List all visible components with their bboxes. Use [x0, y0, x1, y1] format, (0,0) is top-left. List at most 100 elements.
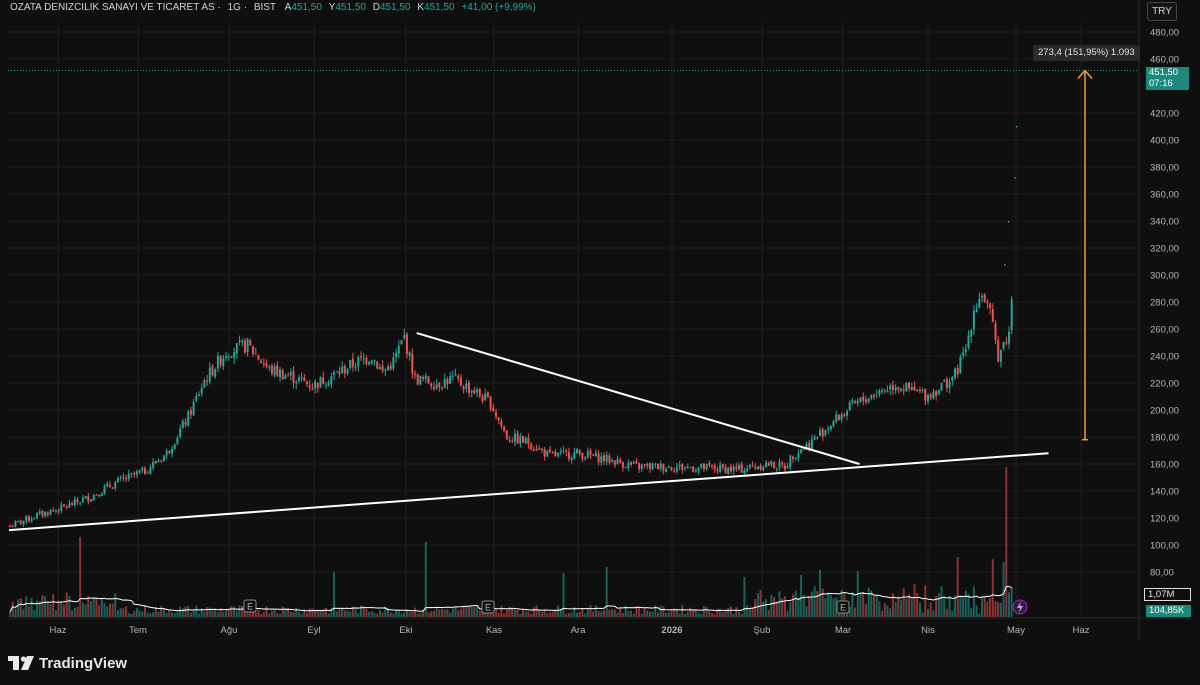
volume-bar	[492, 610, 495, 617]
volume-bar	[713, 613, 716, 617]
volume-bar	[100, 598, 103, 617]
candle-body	[376, 361, 379, 369]
candle-body	[532, 449, 535, 451]
candle-body	[989, 303, 992, 308]
candle-body	[813, 436, 816, 440]
candle-body	[1002, 342, 1005, 349]
earnings-marker-label: E	[247, 602, 253, 612]
candle-body	[208, 367, 211, 382]
volume-bar	[659, 605, 662, 617]
candle-body	[991, 308, 994, 322]
volume-bar	[87, 596, 90, 617]
candle-body	[108, 484, 111, 488]
volume-bar	[581, 608, 584, 617]
high-value: 451,50	[335, 2, 366, 13]
volume-bar	[95, 598, 98, 617]
tradingview-logo[interactable]: TradingView	[8, 654, 127, 672]
y-tick-label: 120,00	[1150, 514, 1179, 525]
volume-bar	[84, 604, 87, 617]
price-chart[interactable]: 480,00 460,00 420,00 400,00 380,00 360,00 340,…	[0, 0, 1200, 641]
x-tick-label: Haz	[50, 625, 67, 636]
candle-body	[897, 387, 900, 390]
candle-body	[667, 466, 670, 468]
volume-bar	[700, 613, 703, 617]
candle-body	[117, 478, 119, 483]
y-tick-label: 460,00	[1150, 55, 1179, 66]
volume-bar	[505, 609, 508, 617]
candle-body	[249, 340, 252, 346]
volume-bar	[573, 607, 576, 617]
volume-bar	[235, 610, 238, 617]
volume-bar	[705, 606, 708, 617]
candle-body	[370, 360, 373, 364]
candle-body	[222, 358, 225, 367]
volume-bar	[49, 603, 52, 617]
volume-bar	[975, 605, 978, 617]
volume-bar	[79, 537, 82, 617]
volume-bar	[945, 609, 948, 617]
candle-body	[168, 451, 171, 453]
volume-bar	[883, 603, 886, 617]
candle-body	[430, 383, 433, 387]
volume-bar	[686, 611, 689, 617]
volume-bar	[675, 610, 678, 617]
volume-bar	[427, 612, 430, 617]
currency-button[interactable]: TRY	[1147, 2, 1177, 21]
candle-body	[214, 369, 217, 377]
candle-body	[767, 462, 770, 466]
candle-body	[546, 450, 549, 457]
candle-body	[735, 466, 738, 469]
volume-bar	[22, 608, 25, 617]
candle-body	[748, 464, 751, 469]
candle-body	[206, 380, 209, 382]
candle-body	[179, 429, 182, 437]
candle-body	[322, 377, 325, 385]
volume-bar	[146, 612, 149, 617]
volume-bar	[198, 613, 200, 617]
volume-bar	[662, 606, 665, 617]
volume-bar	[392, 613, 395, 617]
volume-bar	[970, 608, 973, 617]
volume-bar	[451, 608, 454, 617]
interval[interactable]: 1G	[227, 2, 241, 13]
candle-body	[519, 436, 522, 444]
candle-body	[608, 455, 611, 463]
volume-bar	[411, 611, 414, 617]
candle-body	[333, 372, 335, 375]
candle-body	[632, 462, 635, 464]
volume-bar	[624, 605, 627, 617]
candle-body	[686, 466, 689, 468]
candle-body	[902, 389, 905, 392]
candle-body	[881, 390, 884, 392]
candle-body	[937, 389, 940, 395]
volume-bar	[495, 609, 497, 617]
candle-body	[268, 366, 271, 368]
volume-bar	[511, 607, 514, 617]
volume-bar	[295, 607, 298, 617]
volume-bar	[524, 611, 527, 617]
symbol-name[interactable]: OZATA DENIZCILIK SANAYI VE TICARET AS	[10, 2, 215, 13]
volume-bar	[813, 585, 816, 617]
volume-bar	[792, 594, 794, 617]
candle-body	[419, 375, 422, 385]
candle-body	[405, 333, 408, 355]
volume-bar	[419, 612, 422, 617]
volume-bar	[171, 612, 173, 617]
candle-body	[484, 393, 487, 401]
x-tick-label: Eyl	[307, 625, 320, 636]
earnings-marker-label: E	[840, 603, 846, 613]
volume-bar	[673, 608, 676, 617]
countdown-tag: 07:16	[1146, 78, 1189, 90]
candle-body	[962, 352, 965, 356]
volume-bar	[152, 612, 155, 617]
volume-bar	[324, 607, 327, 617]
volume-bar	[948, 595, 951, 617]
candle-body	[281, 370, 284, 380]
volume-bar	[789, 602, 792, 617]
volume-bar	[457, 610, 460, 617]
trend-lines	[8, 332, 1049, 532]
volume-bar	[759, 589, 762, 617]
candle-body	[565, 450, 568, 452]
volume-bar	[721, 612, 724, 617]
y-tick-label: 360,00	[1150, 190, 1179, 201]
